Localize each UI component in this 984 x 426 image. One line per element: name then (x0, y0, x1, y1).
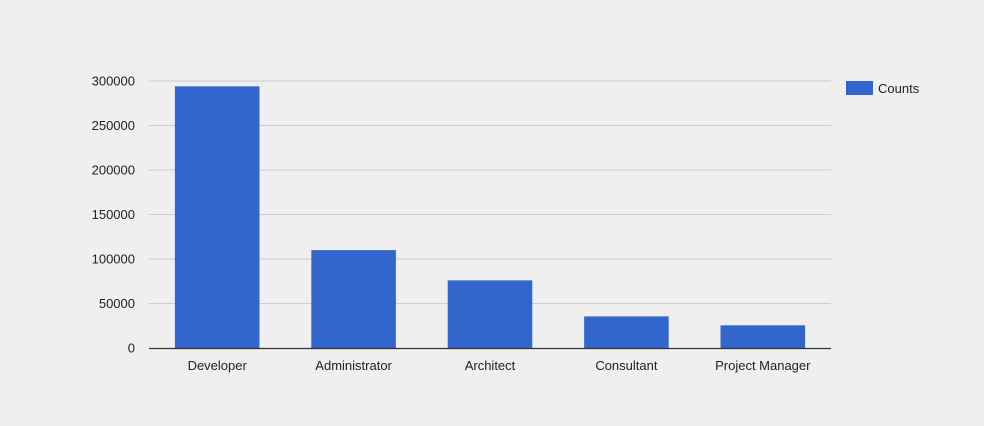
bars (174, 86, 806, 348)
x-axis-tick-labels: Developer Administrator Architect Consultan… (188, 358, 812, 373)
y-tick-label: 50000 (99, 296, 135, 311)
x-tick-label: Consultant (595, 358, 658, 373)
bar (174, 86, 260, 348)
x-tick-label: Administrator (315, 358, 392, 373)
x-tick-label: Project Manager (715, 358, 811, 373)
gridlines (149, 80, 831, 304)
legend: Counts (846, 81, 920, 96)
y-tick-label: 100000 (92, 252, 135, 267)
legend-label-counts: Counts (878, 81, 920, 96)
y-tick-label: 150000 (92, 207, 135, 222)
y-tick-label: 250000 (92, 118, 135, 133)
x-tick-label: Developer (188, 358, 248, 373)
y-axis-tick-labels: 0 50000 100000 150000 200000 250000 300000 (92, 74, 135, 356)
y-tick-label: 0 (128, 341, 135, 356)
legend-swatch-counts (846, 81, 873, 95)
y-tick-label: 200000 (92, 163, 135, 178)
bar (311, 250, 396, 348)
bar (720, 325, 806, 348)
bar (447, 280, 533, 348)
bar (584, 316, 669, 348)
x-tick-label: Architect (465, 358, 516, 373)
y-tick-label: 300000 (92, 74, 135, 89)
